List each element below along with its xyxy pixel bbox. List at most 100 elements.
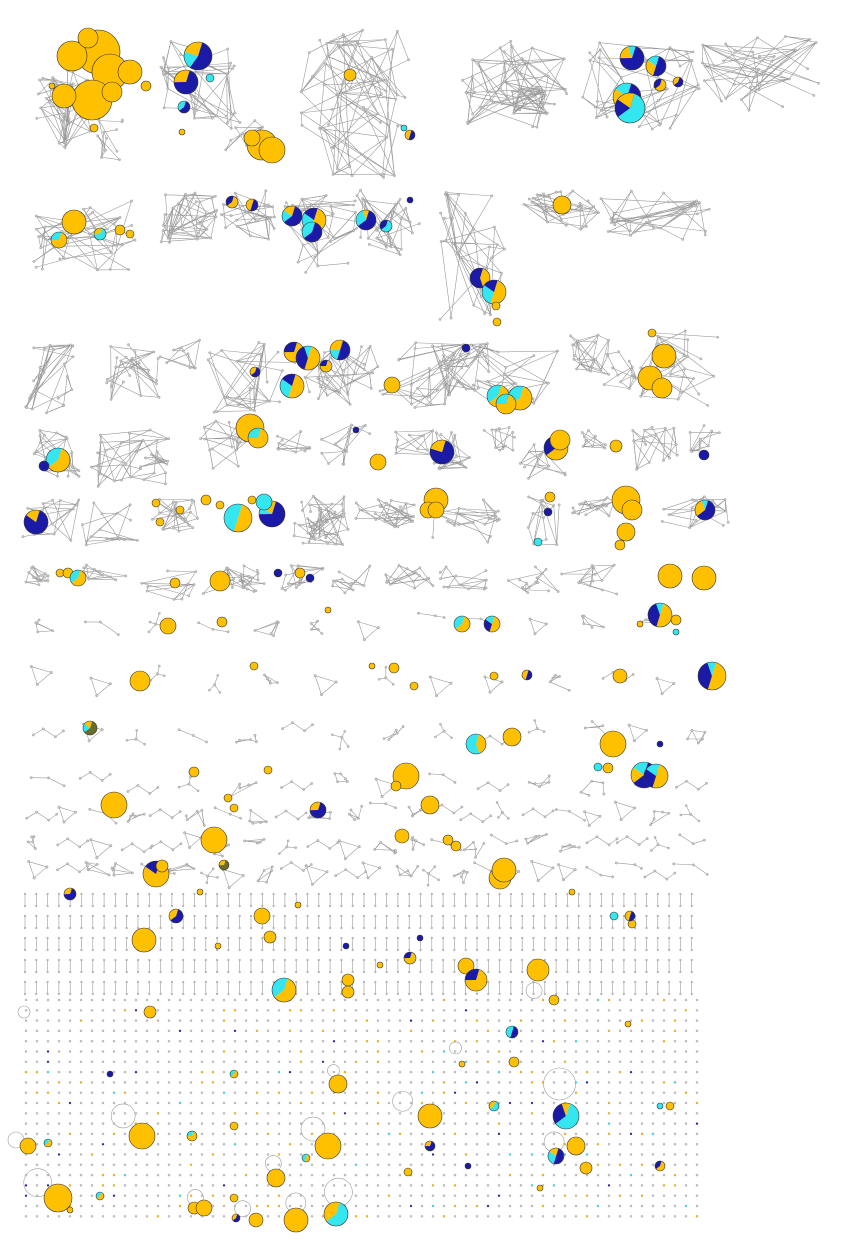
graph-edge bbox=[98, 120, 123, 123]
graph-node bbox=[233, 111, 237, 115]
graph-node bbox=[115, 244, 118, 247]
graph-edge bbox=[654, 870, 668, 880]
graph-edge bbox=[264, 190, 267, 205]
graph-node bbox=[526, 842, 530, 845]
graph-node bbox=[318, 512, 322, 516]
graph-node bbox=[450, 736, 453, 740]
graph-node bbox=[582, 435, 586, 438]
graph-node bbox=[495, 243, 499, 247]
graph-node bbox=[256, 571, 260, 575]
graph-edge bbox=[355, 581, 365, 586]
graph-node bbox=[632, 739, 636, 743]
graph-edge bbox=[613, 201, 669, 214]
graph-node bbox=[544, 203, 547, 206]
graph-node bbox=[205, 212, 208, 216]
graph-node bbox=[98, 528, 102, 531]
graph-edge bbox=[444, 193, 458, 255]
graph-edge bbox=[173, 583, 189, 600]
graph-edge bbox=[170, 864, 187, 870]
graph-edge bbox=[597, 334, 609, 341]
graph-edge bbox=[500, 61, 505, 88]
graph-edge bbox=[371, 57, 397, 100]
graph-edge bbox=[386, 228, 401, 255]
graph-node bbox=[85, 539, 89, 543]
graph-edge bbox=[591, 780, 604, 784]
graph-node bbox=[61, 119, 64, 123]
graph-edge bbox=[221, 204, 249, 215]
graph-edge bbox=[40, 107, 63, 122]
graph-node bbox=[34, 214, 38, 218]
graph-node bbox=[536, 879, 540, 883]
graph-edge bbox=[388, 729, 397, 740]
graph-edge bbox=[753, 49, 796, 78]
graph-node bbox=[432, 461, 436, 465]
graph-edge bbox=[131, 358, 149, 375]
graph-node bbox=[115, 149, 119, 153]
graph-edge bbox=[315, 675, 337, 683]
graph-edge bbox=[277, 431, 301, 449]
graph-edge bbox=[301, 112, 395, 176]
graph-node bbox=[488, 245, 491, 249]
graph-edge bbox=[576, 368, 588, 371]
graph-node bbox=[720, 99, 723, 103]
graph-node bbox=[460, 875, 463, 879]
graph-node bbox=[43, 347, 46, 350]
graph-edge bbox=[58, 114, 66, 144]
graph-edge bbox=[395, 435, 424, 454]
graph-node bbox=[354, 580, 357, 583]
graph-node bbox=[498, 427, 501, 430]
graph-edge bbox=[66, 376, 73, 390]
graph-node bbox=[524, 837, 528, 841]
graph-node bbox=[518, 63, 522, 67]
graph-edge bbox=[147, 590, 175, 600]
graph-edge bbox=[491, 248, 505, 259]
graph-node bbox=[70, 344, 74, 348]
graph-node bbox=[394, 452, 398, 455]
graph-edge bbox=[547, 214, 564, 223]
graph-node bbox=[601, 677, 605, 680]
graph-node bbox=[384, 802, 388, 806]
graph-node bbox=[258, 127, 261, 131]
graph-edge bbox=[389, 237, 392, 247]
graph-node bbox=[85, 563, 88, 567]
graph-node bbox=[395, 510, 399, 514]
graph-edge bbox=[124, 539, 138, 541]
graph-node bbox=[672, 426, 676, 430]
graph-node bbox=[139, 465, 142, 469]
graph-edge bbox=[345, 373, 370, 386]
graph-edge bbox=[40, 226, 46, 248]
graph-edge bbox=[528, 454, 541, 479]
graph-node bbox=[370, 55, 374, 59]
graph-node bbox=[374, 926, 377, 930]
graph-node bbox=[92, 501, 96, 505]
graph-node bbox=[340, 82, 344, 86]
graph-node bbox=[342, 462, 346, 466]
graph-node bbox=[317, 892, 320, 896]
graph-node bbox=[256, 879, 260, 883]
graph-node bbox=[35, 450, 39, 453]
graph-node bbox=[45, 865, 49, 869]
graph-edge bbox=[353, 212, 356, 231]
graph-node bbox=[69, 914, 72, 918]
graph-node bbox=[159, 914, 162, 918]
graph-node bbox=[302, 788, 305, 791]
graph-node bbox=[504, 842, 508, 846]
graph-node bbox=[445, 375, 449, 379]
graph-edge bbox=[110, 381, 124, 400]
graph-edge bbox=[415, 342, 464, 346]
graph-node bbox=[306, 892, 309, 896]
graph-node bbox=[484, 578, 488, 582]
graph-node bbox=[572, 357, 576, 361]
graph-node bbox=[587, 429, 590, 432]
graph-node bbox=[253, 734, 257, 737]
graph-edge bbox=[130, 813, 145, 817]
graph-edge bbox=[178, 203, 183, 227]
graph-edge bbox=[355, 509, 361, 519]
graph-node bbox=[530, 860, 534, 863]
graph-node bbox=[31, 840, 35, 844]
graph-node bbox=[571, 343, 575, 347]
graph-edge bbox=[60, 500, 78, 506]
graph-edge bbox=[36, 239, 136, 268]
graph-node bbox=[311, 75, 314, 78]
graph-node bbox=[450, 216, 454, 220]
